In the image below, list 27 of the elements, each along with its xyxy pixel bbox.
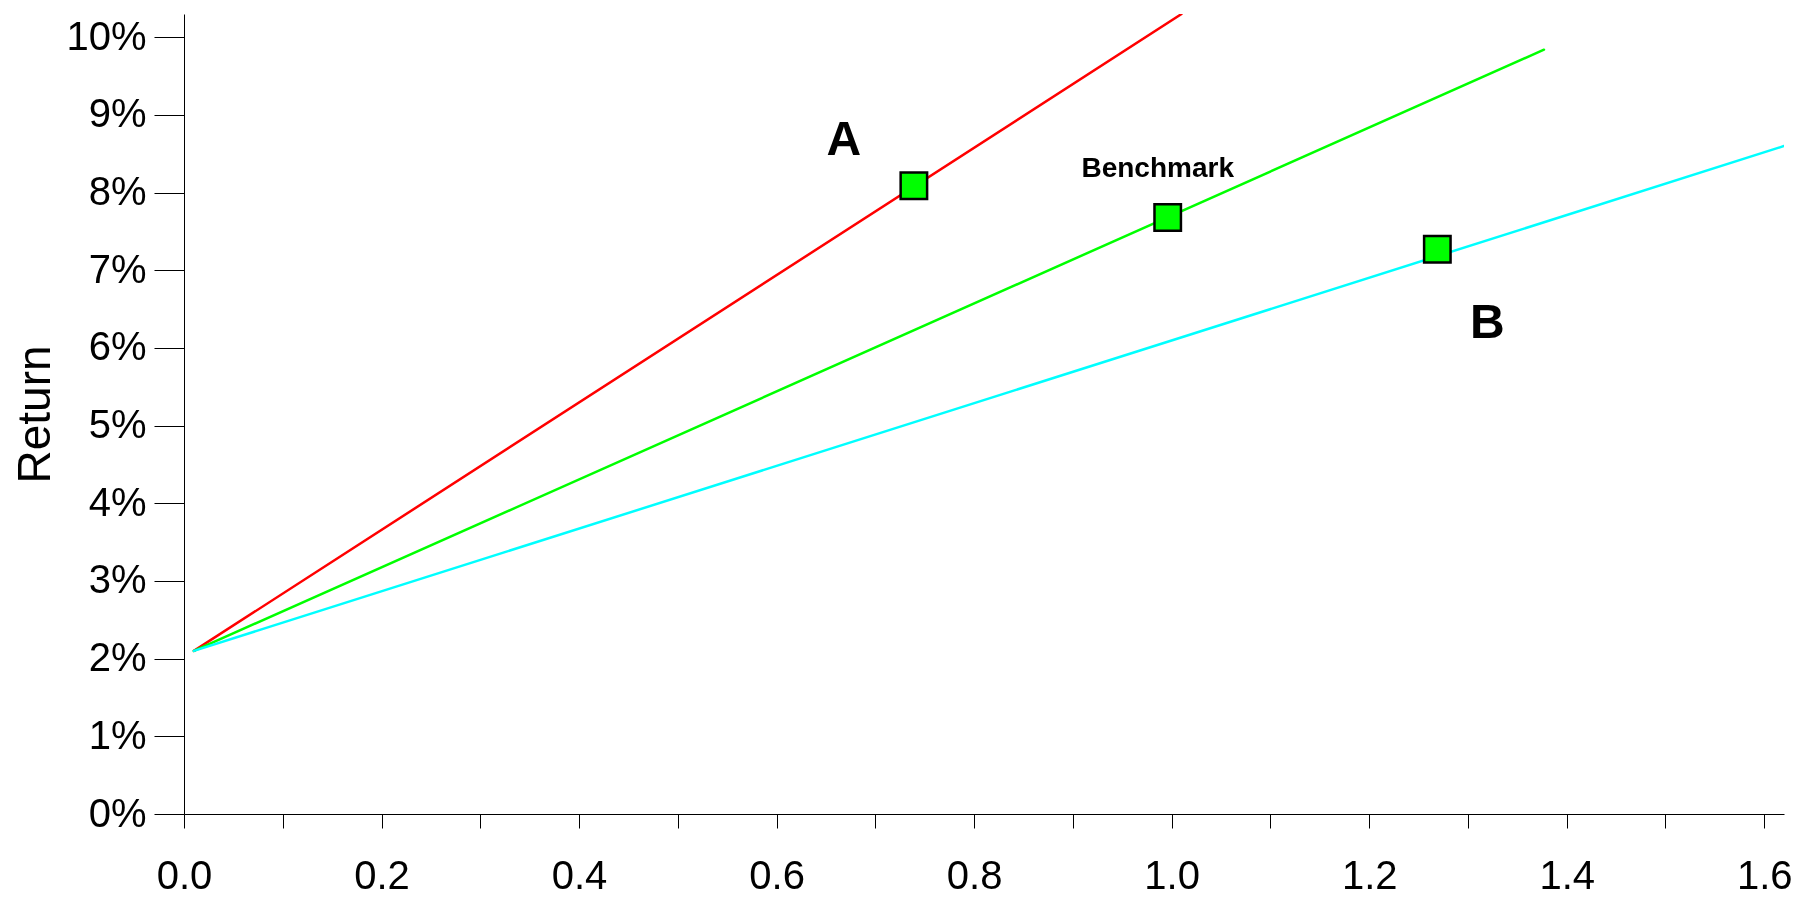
x-tick-label: 0.4 [551,852,608,897]
y-tick-label: 8% [88,169,147,214]
y-tick-label: 2% [88,635,147,680]
series-label: B [1470,295,1505,349]
point [899,171,929,201]
y-tick-label: 4% [88,479,147,524]
y-tick-label: 1% [88,712,147,757]
y-tick-label: 6% [88,324,147,369]
y-axis-title: Return [8,345,61,484]
point [1422,234,1452,264]
y-tick-label: 7% [88,246,147,291]
y-tick-label: 0% [88,790,147,835]
x-tick-label: 1.6 [1736,852,1793,897]
y-tick-label: 3% [88,557,147,602]
x-tick-label: 1.0 [1144,852,1200,897]
series-label: A [826,111,862,165]
x-tick-label: 0.6 [749,852,805,897]
y-tick-label: 10% [66,13,147,58]
x-tick-label: 1.2 [1341,852,1398,897]
x-tick-label: 0.2 [354,852,410,897]
x-tick-label: 0.0 [156,852,213,897]
point [1153,203,1183,232]
x-tick-label: 1.4 [1539,852,1596,897]
y-tick-label: 5% [88,402,147,447]
y-tick-label: 9% [88,91,147,136]
series-label: Benchmark [1081,152,1235,184]
x-tick-label: 0.8 [946,852,1003,897]
